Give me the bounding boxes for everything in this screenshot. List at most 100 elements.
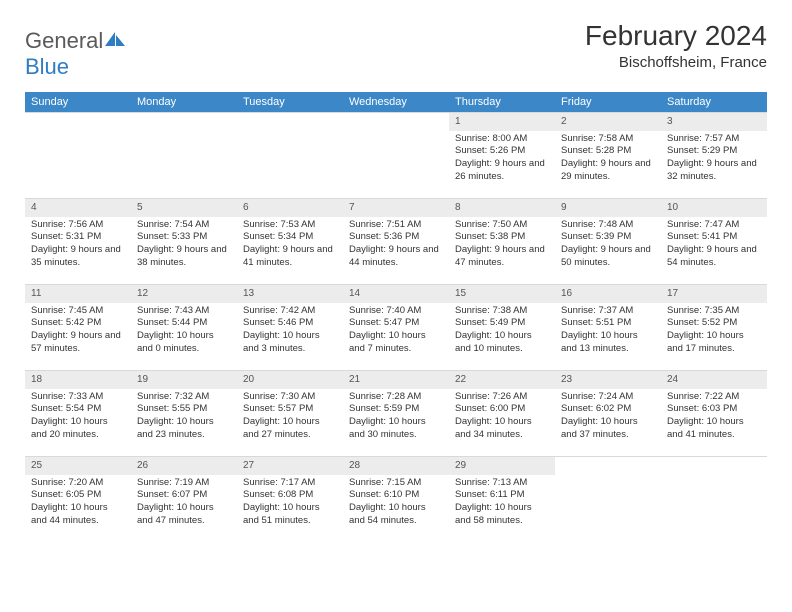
daylight-line: Daylight: 10 hours and 7 minutes. <box>349 330 443 356</box>
day-body: Sunrise: 7:35 AMSunset: 5:52 PMDaylight:… <box>661 303 767 360</box>
sunset-line: Sunset: 5:47 PM <box>349 317 443 330</box>
sunrise-line: Sunrise: 7:20 AM <box>31 477 125 490</box>
sunset-line: Sunset: 5:31 PM <box>31 231 125 244</box>
daylight-line: Daylight: 10 hours and 10 minutes. <box>455 330 549 356</box>
day-body: Sunrise: 7:42 AMSunset: 5:46 PMDaylight:… <box>237 303 343 360</box>
day-number: 3 <box>661 113 767 131</box>
sunset-line: Sunset: 5:38 PM <box>455 231 549 244</box>
daylight-line: Daylight: 10 hours and 23 minutes. <box>137 416 231 442</box>
daylight-line: Daylight: 10 hours and 37 minutes. <box>561 416 655 442</box>
weekday-wednesday: Wednesday <box>343 92 449 113</box>
day-cell: 10Sunrise: 7:47 AMSunset: 5:41 PMDayligh… <box>661 199 767 285</box>
day-body: Sunrise: 7:26 AMSunset: 6:00 PMDaylight:… <box>449 389 555 446</box>
daylight-line: Daylight: 9 hours and 50 minutes. <box>561 244 655 270</box>
day-cell: 18Sunrise: 7:33 AMSunset: 5:54 PMDayligh… <box>25 371 131 457</box>
header: General Blue February 2024 Bischoffsheim… <box>25 20 767 80</box>
day-cell: 2Sunrise: 7:58 AMSunset: 5:28 PMDaylight… <box>555 113 661 199</box>
sunrise-line: Sunrise: 7:50 AM <box>455 219 549 232</box>
day-cell: 23Sunrise: 7:24 AMSunset: 6:02 PMDayligh… <box>555 371 661 457</box>
day-cell: 25Sunrise: 7:20 AMSunset: 6:05 PMDayligh… <box>25 457 131 543</box>
weekday-sunday: Sunday <box>25 92 131 113</box>
sunrise-line: Sunrise: 7:22 AM <box>667 391 761 404</box>
sunset-line: Sunset: 5:44 PM <box>137 317 231 330</box>
sunset-line: Sunset: 6:05 PM <box>31 489 125 502</box>
day-number: 29 <box>449 457 555 475</box>
sunrise-line: Sunrise: 7:30 AM <box>243 391 337 404</box>
daylight-line: Daylight: 10 hours and 44 minutes. <box>31 502 125 528</box>
sunrise-line: Sunrise: 7:45 AM <box>31 305 125 318</box>
daylight-line: Daylight: 9 hours and 47 minutes. <box>455 244 549 270</box>
weekday-tuesday: Tuesday <box>237 92 343 113</box>
day-number: 12 <box>131 285 237 303</box>
sunset-line: Sunset: 5:29 PM <box>667 145 761 158</box>
day-body: Sunrise: 8:00 AMSunset: 5:26 PMDaylight:… <box>449 131 555 188</box>
sunrise-line: Sunrise: 7:57 AM <box>667 133 761 146</box>
day-number: 27 <box>237 457 343 475</box>
day-number: 1 <box>449 113 555 131</box>
sunset-line: Sunset: 6:07 PM <box>137 489 231 502</box>
daylight-line: Daylight: 10 hours and 58 minutes. <box>455 502 549 528</box>
sunset-line: Sunset: 5:42 PM <box>31 317 125 330</box>
day-body: Sunrise: 7:43 AMSunset: 5:44 PMDaylight:… <box>131 303 237 360</box>
day-body: Sunrise: 7:51 AMSunset: 5:36 PMDaylight:… <box>343 217 449 274</box>
sunrise-line: Sunrise: 7:51 AM <box>349 219 443 232</box>
day-cell: 7Sunrise: 7:51 AMSunset: 5:36 PMDaylight… <box>343 199 449 285</box>
sunset-line: Sunset: 5:39 PM <box>561 231 655 244</box>
sunset-line: Sunset: 5:41 PM <box>667 231 761 244</box>
day-cell: 8 Sunrise: 7:50 AMSunset: 5:38 PMDaylight… <box>449 199 555 285</box>
empty-cell <box>343 113 449 199</box>
sunrise-line: Sunrise: 7:13 AM <box>455 477 549 490</box>
daylight-line: Daylight: 10 hours and 34 minutes. <box>455 416 549 442</box>
day-body: Sunrise: 7:15 AMSunset: 6:10 PMDaylight:… <box>343 475 449 532</box>
daylight-line: Daylight: 10 hours and 20 minutes. <box>31 416 125 442</box>
daylight-line: Daylight: 10 hours and 17 minutes. <box>667 330 761 356</box>
calendar-row: 18Sunrise: 7:33 AMSunset: 5:54 PMDayligh… <box>25 371 767 457</box>
day-number: 8 <box>449 199 555 217</box>
day-number: 17 <box>661 285 767 303</box>
sunset-line: Sunset: 6:03 PM <box>667 403 761 416</box>
sunrise-line: Sunrise: 7:32 AM <box>137 391 231 404</box>
day-number: 16 <box>555 285 661 303</box>
day-body: Sunrise: 7:20 AMSunset: 6:05 PMDaylight:… <box>25 475 131 532</box>
weekday-monday: Monday <box>131 92 237 113</box>
sunrise-line: Sunrise: 7:24 AM <box>561 391 655 404</box>
day-cell: 19Sunrise: 7:32 AMSunset: 5:55 PMDayligh… <box>131 371 237 457</box>
sunset-line: Sunset: 6:02 PM <box>561 403 655 416</box>
daylight-line: Daylight: 10 hours and 0 minutes. <box>137 330 231 356</box>
day-body: Sunrise: 7:58 AMSunset: 5:28 PMDaylight:… <box>555 131 661 188</box>
day-body: Sunrise: 7:54 AMSunset: 5:33 PMDaylight:… <box>131 217 237 274</box>
day-cell: 28Sunrise: 7:15 AMSunset: 6:10 PMDayligh… <box>343 457 449 543</box>
sunrise-line: Sunrise: 7:54 AM <box>137 219 231 232</box>
daylight-line: Daylight: 9 hours and 57 minutes. <box>31 330 125 356</box>
day-body: Sunrise: 7:19 AMSunset: 6:07 PMDaylight:… <box>131 475 237 532</box>
sunrise-line: Sunrise: 7:26 AM <box>455 391 549 404</box>
day-number: 26 <box>131 457 237 475</box>
day-cell: 26Sunrise: 7:19 AMSunset: 6:07 PMDayligh… <box>131 457 237 543</box>
day-number: 5 <box>131 199 237 217</box>
day-cell: 27Sunrise: 7:17 AMSunset: 6:08 PMDayligh… <box>237 457 343 543</box>
daylight-line: Daylight: 9 hours and 35 minutes. <box>31 244 125 270</box>
daylight-line: Daylight: 9 hours and 38 minutes. <box>137 244 231 270</box>
day-cell: 1Sunrise: 8:00 AMSunset: 5:26 PMDaylight… <box>449 113 555 199</box>
day-body: Sunrise: 7:47 AMSunset: 5:41 PMDaylight:… <box>661 217 767 274</box>
daylight-line: Daylight: 9 hours and 54 minutes. <box>667 244 761 270</box>
sunrise-line: Sunrise: 7:48 AM <box>561 219 655 232</box>
logo: General Blue <box>25 28 127 80</box>
logo-text: General Blue <box>25 28 127 80</box>
day-cell: 3Sunrise: 7:57 AMSunset: 5:29 PMDaylight… <box>661 113 767 199</box>
day-body: Sunrise: 7:37 AMSunset: 5:51 PMDaylight:… <box>555 303 661 360</box>
day-number: 4 <box>25 199 131 217</box>
calendar-table: SundayMondayTuesdayWednesdayThursdayFrid… <box>25 92 767 543</box>
sunset-line: Sunset: 5:46 PM <box>243 317 337 330</box>
day-cell: 4Sunrise: 7:56 AMSunset: 5:31 PMDaylight… <box>25 199 131 285</box>
day-body: Sunrise: 7:48 AMSunset: 5:39 PMDaylight:… <box>555 217 661 274</box>
weekday-friday: Friday <box>555 92 661 113</box>
weekday-header-row: SundayMondayTuesdayWednesdayThursdayFrid… <box>25 92 767 113</box>
month-title: February 2024 <box>585 20 767 52</box>
day-number: 15 <box>449 285 555 303</box>
day-number: 20 <box>237 371 343 389</box>
logo-text-blue: Blue <box>25 54 69 79</box>
logo-sail-icon <box>103 30 127 48</box>
daylight-line: Daylight: 10 hours and 41 minutes. <box>667 416 761 442</box>
empty-cell <box>237 113 343 199</box>
